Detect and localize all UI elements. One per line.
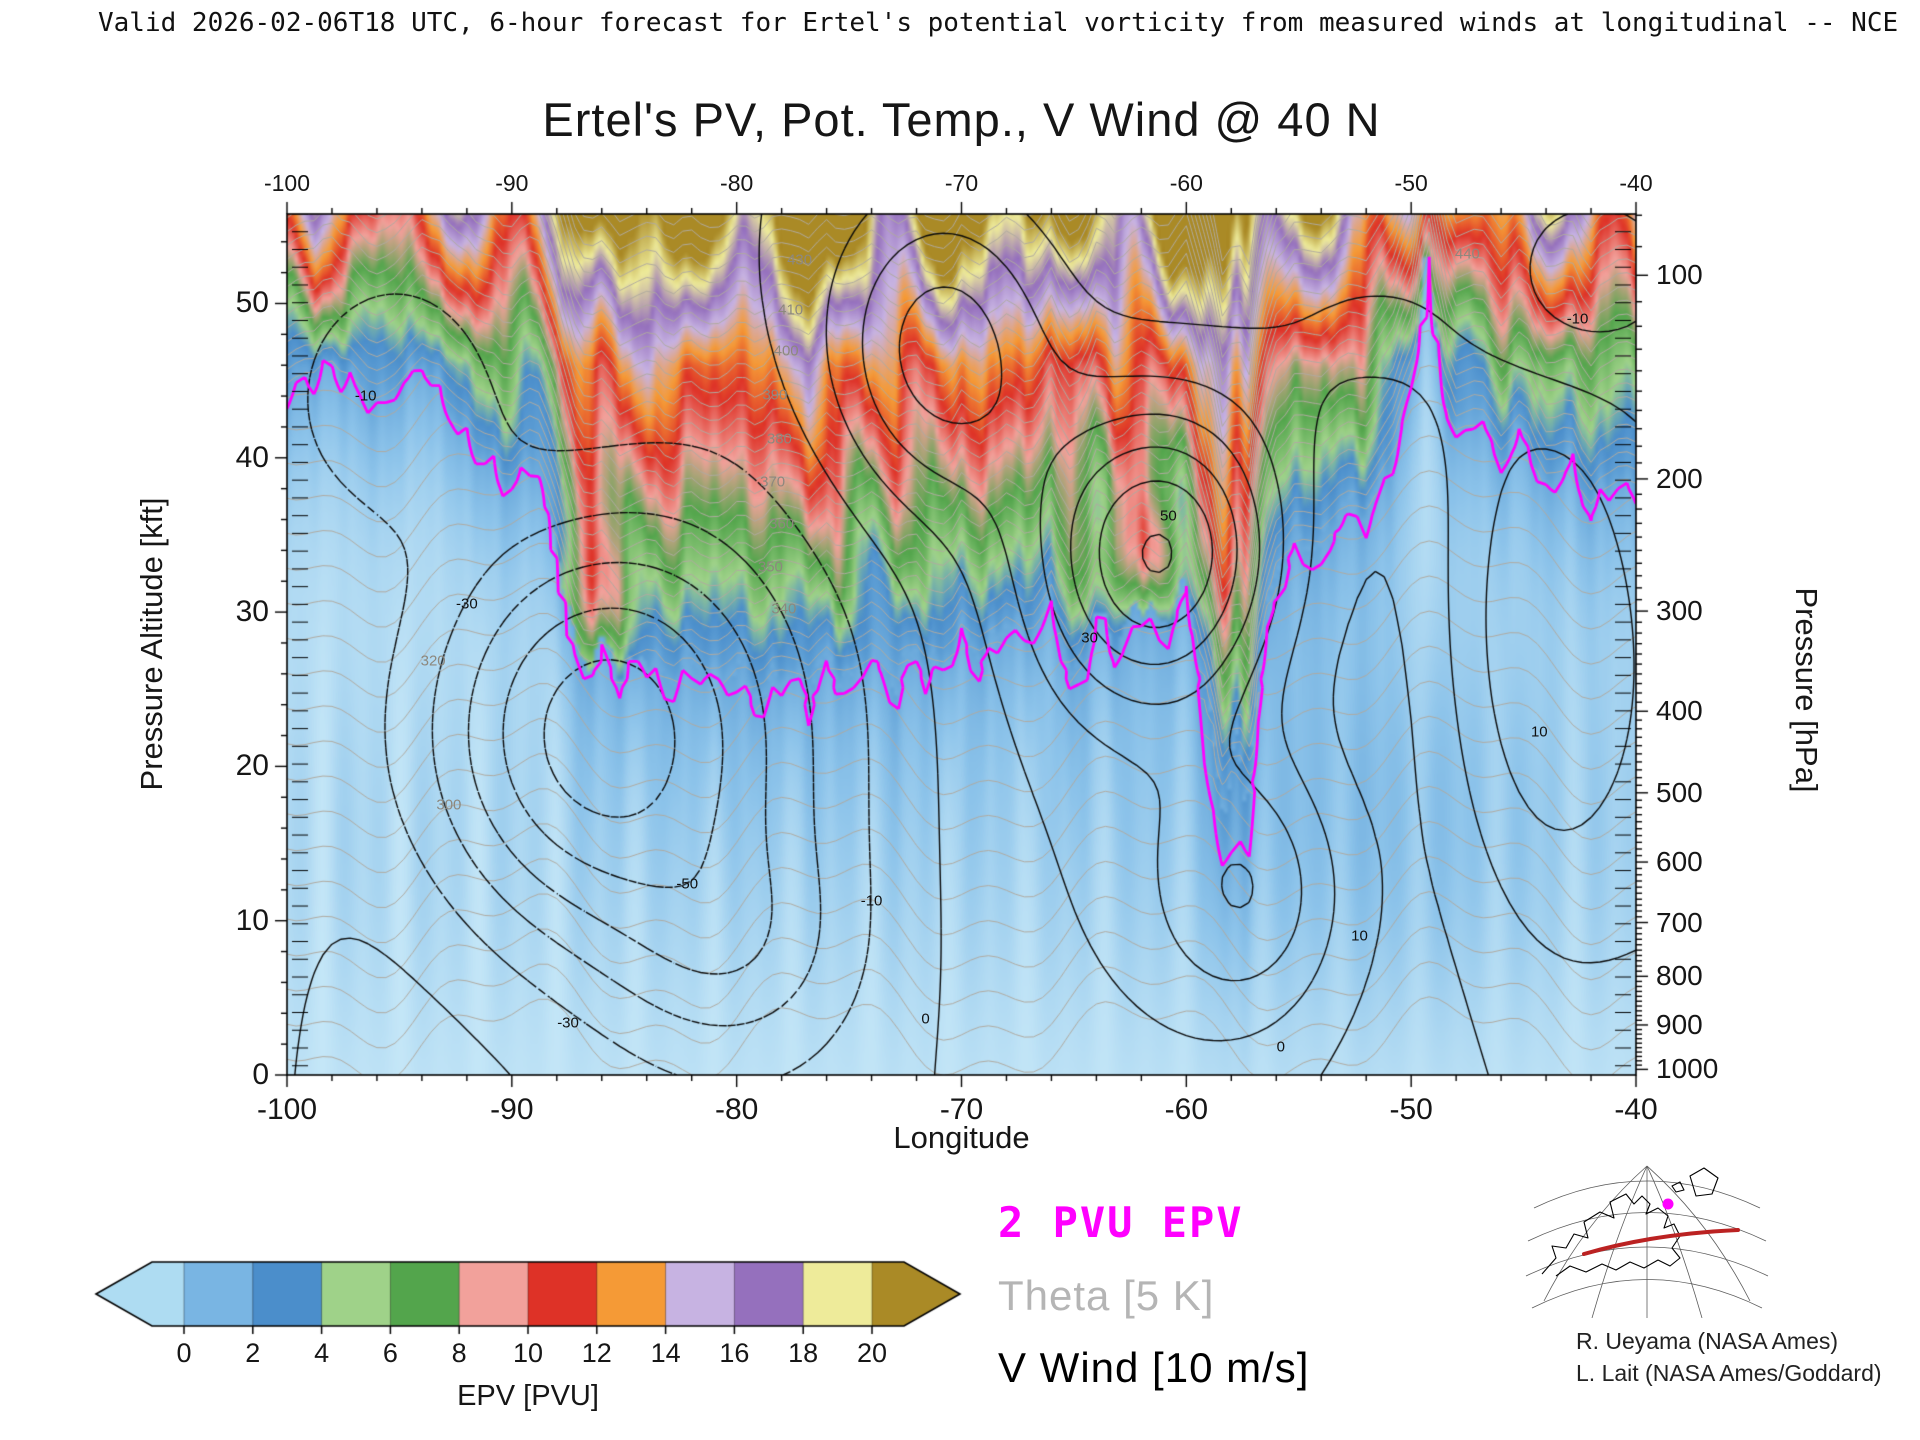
contour-label: 0 [921,1010,930,1028]
x-tick-label: -80 [714,1093,759,1126]
contour-label: 320 [420,652,446,670]
y-right-tick-label: 200 [1656,462,1703,494]
colorbar-tick-label: 20 [856,1338,888,1368]
colorbar-tick-label: 18 [788,1338,819,1368]
y-right-tick-label: 800 [1656,960,1703,992]
y-left-tick-label: 50 [235,286,269,320]
y-right-tick-label: 600 [1656,846,1703,878]
legend-epv-entry: 2 PVU EPV [998,1198,1244,1247]
x-tick-label: -40 [1614,1093,1658,1126]
x-tick-label: -50 [1389,1093,1433,1126]
y-right-tick-label: 500 [1656,776,1703,808]
contour-label: -10 [1566,310,1589,328]
contour-label: -50 [676,875,699,893]
inset-section-path [1582,1228,1740,1256]
inset-location-marker [1662,1198,1674,1210]
contour-label: 400 [773,342,799,360]
y-right-tick-label: 900 [1656,1008,1703,1040]
contour-label: 390 [762,386,788,404]
y-left-axis-title: Pressure Altitude [kft] [134,497,169,791]
inset-map [1525,1165,1769,1318]
colorbar-tick-label: 4 [314,1338,330,1368]
contour-label: 10 [1530,723,1548,741]
contour-label: 380 [766,430,792,448]
x-tick-label: -70 [939,1093,984,1126]
contour-label: -30 [456,595,478,613]
y-right-tick-label: 300 [1656,595,1703,627]
y-right-tick-label: 1000 [1656,1053,1719,1085]
y-left-tick-label: 10 [235,903,269,937]
contour-label: 10 [1351,927,1368,945]
inset-graticule [1525,1165,1769,1318]
contour-label: 0 [1276,1038,1285,1056]
contour-label: 50 [1160,507,1177,525]
y-left-tick-label: 40 [235,440,269,474]
colorbar-tick-label: 6 [382,1338,398,1368]
x-top-tick-label: -50 [1394,170,1428,196]
colorbar-tick-label: 2 [245,1338,261,1368]
legend-vwind-entry: V Wind [10 m/s] [998,1344,1310,1391]
contour-label: 30 [1081,629,1098,647]
x-tick-label: -100 [256,1093,318,1126]
contour-label: 410 [778,301,804,319]
contour-label: 340 [771,600,797,618]
colorbar-title: EPV [PVU] [457,1380,599,1412]
y-right-tick-label: 100 [1656,259,1703,291]
contour-label: 360 [769,515,795,533]
x-top-tick-label: -60 [1169,170,1203,196]
x-top-tick-label: -100 [263,170,311,196]
y-right-axis-title: Pressure [hPa] [1789,587,1824,793]
y-left-tick-label: 30 [235,595,269,629]
colorbar-tick-label: 12 [581,1338,612,1368]
y-right-tick-label: 400 [1656,695,1703,727]
contour-label: 370 [760,473,786,491]
y-right-tick-label: 700 [1656,906,1703,938]
credit-line-2: L. Lait (NASA Ames/Goddard) [1576,1360,1882,1386]
contour-label: -10 [860,892,883,910]
x-top-tick-label: -90 [495,170,529,196]
x-top-tick-label: -70 [944,170,979,196]
colorbar-tick-label: 0 [176,1338,192,1368]
validity-header: Valid 2026-02-06T18 UTC, 6-hour forecast… [98,8,1899,38]
x-top-tick-label: -40 [1619,170,1653,196]
contour-label: 430 [787,251,813,269]
contour-label: 350 [757,558,783,576]
x-axis-title: Longitude [893,1120,1030,1155]
contour-label: 300 [436,796,462,814]
legend-theta-entry: Theta [5 K] [998,1272,1215,1319]
contour-label: 440 [1454,245,1480,263]
colorbar-tick-label: 16 [719,1338,750,1368]
x-top-tick-label: -80 [720,170,754,196]
inset-coastline [1541,1167,1719,1277]
contour-label: -30 [557,1014,579,1032]
colorbar-tick-label: 14 [650,1338,681,1368]
colorbar-tick-label: 10 [512,1338,544,1368]
credit-line-1: R. Ueyama (NASA Ames) [1576,1328,1839,1354]
x-tick-label: -90 [490,1093,534,1126]
x-tick-label: -60 [1164,1093,1209,1126]
y-left-tick-label: 0 [252,1058,269,1091]
contour-label: -10 [354,387,377,405]
chart-title: Ertel's PV, Pot. Temp., V Wind @ 40 N [542,93,1381,146]
colorbar-tick-label: 8 [451,1338,467,1368]
y-left-tick-label: 20 [235,749,269,783]
